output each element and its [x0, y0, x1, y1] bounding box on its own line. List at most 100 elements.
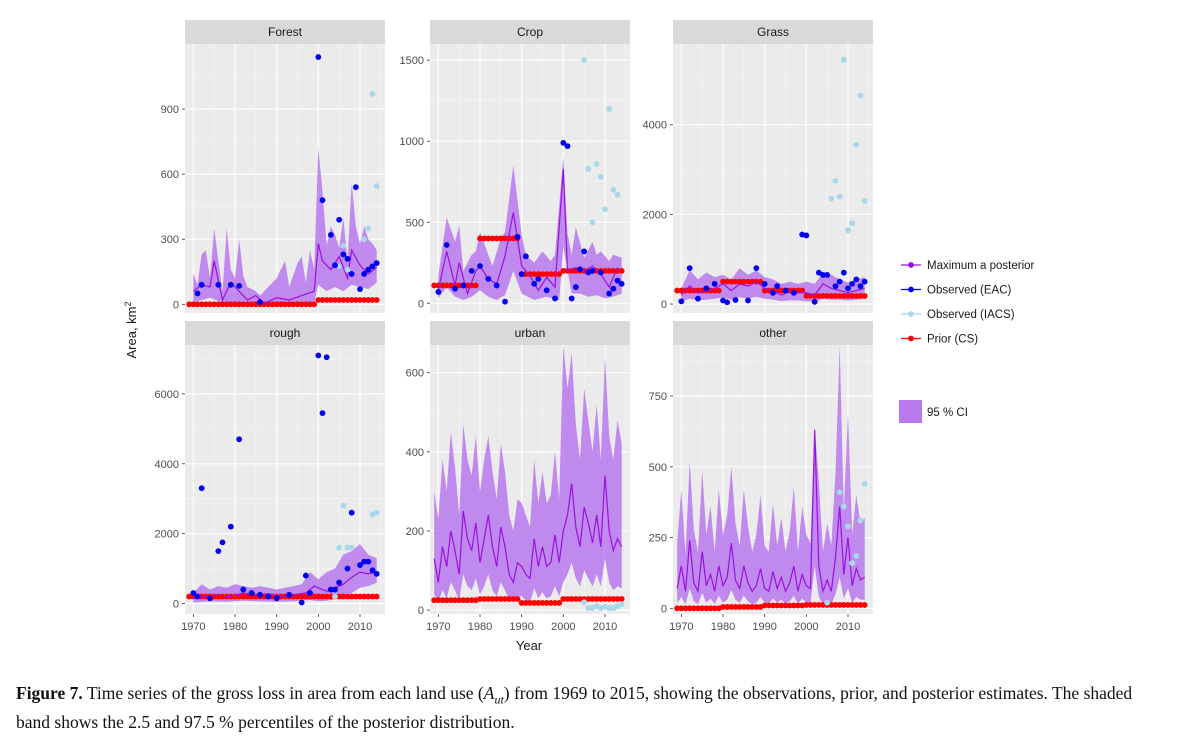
prior-point [244, 301, 251, 308]
prior-point [327, 297, 334, 303]
prior-point [803, 602, 810, 608]
eac-point [227, 281, 234, 288]
x-tick-label: 1980 [223, 621, 247, 633]
eac-point [531, 280, 538, 287]
facet-title: Grass [757, 25, 789, 39]
eac-point [811, 298, 818, 305]
iacs-point [840, 503, 847, 510]
prior-point [315, 593, 322, 600]
y-tick-label: 900 [161, 104, 179, 116]
caption-math-var: A [483, 683, 495, 703]
prior-point [456, 282, 463, 289]
eac-point [543, 287, 550, 294]
y-axis-title: Area, km2 [123, 301, 139, 358]
prior-point [535, 600, 542, 606]
y-tick-label: 4000 [643, 120, 667, 132]
eac-point [502, 298, 508, 305]
x-tick-label: 1980 [711, 621, 735, 633]
iacs-point [618, 601, 625, 608]
prior-point [724, 278, 731, 285]
prior-point [190, 301, 197, 308]
eac-point [319, 410, 326, 417]
prior-point [853, 602, 860, 608]
eac-point [803, 232, 810, 239]
panel-rough: rough 0 2000 4000 6000 1970 1980 1990 2000 2010 [155, 321, 385, 633]
iacs-point [344, 266, 351, 273]
iacs-point [593, 161, 600, 167]
prior-point [564, 596, 571, 602]
prior-point [211, 301, 218, 308]
eac-point [198, 485, 205, 492]
prior-point [352, 593, 359, 600]
eac-point [365, 266, 372, 273]
eac-point [774, 283, 781, 289]
prior-point [740, 278, 747, 285]
iacs-point [845, 227, 851, 233]
prior-point [352, 297, 359, 303]
eac-point [248, 590, 255, 596]
iacs-point [824, 599, 831, 606]
facet-strip [673, 321, 873, 345]
prior-point [745, 278, 751, 285]
prior-point [765, 602, 772, 609]
legend: Maximum a posterior Observed (EAC) Observe… [899, 260, 1035, 423]
prior-point [845, 602, 851, 608]
prior-point [198, 301, 205, 308]
prior-point [535, 271, 542, 278]
prior-point [699, 605, 706, 612]
prior-point [556, 271, 563, 278]
x-tick-label: 1990 [509, 621, 533, 633]
prior-point [323, 297, 330, 303]
iacs-point [344, 544, 351, 551]
eac-point [361, 271, 368, 277]
eac-point [190, 590, 197, 596]
eac-point [373, 570, 380, 577]
eac-point [215, 548, 222, 555]
y-tick-label: 0 [173, 599, 179, 611]
eac-point [365, 558, 372, 565]
prior-point [502, 596, 508, 602]
facet-title: other [759, 326, 786, 340]
iacs-point [849, 220, 856, 227]
eac-point [369, 567, 376, 574]
prior-point [452, 597, 458, 604]
eac-point [761, 280, 768, 287]
prior-point [840, 293, 847, 299]
prior-point [282, 301, 288, 308]
prior-point [690, 287, 697, 294]
prior-point [618, 596, 625, 602]
y-tick-label: 0 [661, 299, 667, 311]
y-tick-label: 250 [649, 533, 667, 545]
prior-point [369, 593, 376, 600]
eac-point [336, 579, 343, 586]
prior-point [223, 301, 230, 308]
eac-point [227, 523, 234, 530]
prior-point [606, 596, 613, 602]
eac-point [686, 265, 693, 272]
eac-point [568, 295, 575, 302]
prior-point [686, 287, 693, 294]
prior-point [365, 297, 372, 303]
iacs-point [581, 57, 588, 64]
prior-point [753, 604, 760, 610]
prior-point [560, 267, 567, 274]
prior-point [840, 602, 847, 608]
prior-point [186, 301, 193, 308]
ci-band [434, 345, 622, 603]
prior-point [439, 282, 446, 289]
prior-point [556, 600, 563, 606]
legend-item-ci: 95 % CI [899, 400, 968, 423]
iacs-point [336, 544, 343, 551]
eac-point [468, 267, 475, 274]
eac-point [452, 285, 458, 292]
prior-point [194, 301, 201, 308]
iacs-point [340, 242, 347, 249]
x-tick-label: 1970 [181, 621, 205, 633]
legend-key-point [908, 335, 914, 342]
prior-point [674, 287, 681, 294]
prior-point [294, 593, 301, 600]
prior-point [618, 267, 625, 274]
prior-point [849, 602, 856, 608]
eac-point [606, 290, 613, 297]
eac-point [614, 277, 621, 284]
